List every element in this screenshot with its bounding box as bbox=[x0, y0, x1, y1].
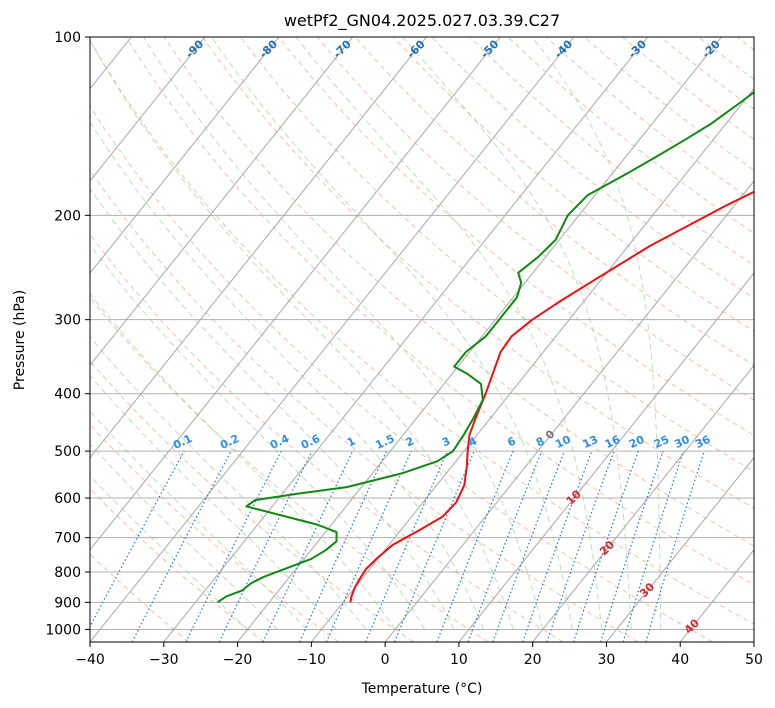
mixing-ratio-label: 25 bbox=[652, 433, 671, 451]
dry-adiabat bbox=[278, 37, 754, 436]
isotherm-line bbox=[90, 37, 206, 182]
dewpoint-line bbox=[217, 91, 754, 604]
y-tick-label: 200 bbox=[54, 208, 81, 224]
dry-adiabat bbox=[90, 105, 713, 642]
mixing-ratio-label: 20 bbox=[627, 433, 647, 451]
isotherm-line bbox=[753, 641, 754, 642]
mixing-ratio-line bbox=[394, 450, 475, 642]
dry-adiabat bbox=[90, 169, 639, 642]
x-tick-label: 0 bbox=[381, 652, 390, 668]
x-tick-label: −10 bbox=[297, 652, 327, 668]
moist-adiabat bbox=[90, 443, 278, 630]
y-tick-label: 400 bbox=[54, 387, 81, 403]
series-layer bbox=[217, 91, 754, 604]
y-axis-title: Pressure (hPa) bbox=[12, 290, 28, 390]
mixing-ratio-line bbox=[622, 450, 685, 642]
isotherm-line bbox=[90, 37, 354, 367]
moist-adiabat bbox=[90, 293, 396, 630]
isotherm-line bbox=[0, 37, 58, 642]
dry-adiabat bbox=[469, 37, 754, 266]
y-tick-label: 300 bbox=[54, 313, 81, 329]
isotherm-line bbox=[163, 37, 649, 642]
plot-background bbox=[90, 37, 754, 642]
dry-adiabat bbox=[90, 39, 754, 625]
mixing-ratio-line bbox=[325, 450, 412, 642]
mixing-ratio-line bbox=[645, 450, 705, 642]
isotherm-line bbox=[237, 37, 722, 642]
mixing-ratio-line bbox=[365, 450, 449, 642]
dry-adiabat bbox=[90, 296, 489, 642]
y-tick-label: 600 bbox=[54, 491, 81, 507]
mixing-ratio-line bbox=[546, 450, 615, 642]
dry-adiabat bbox=[90, 233, 564, 642]
mixing-ratio-label: 30 bbox=[672, 433, 692, 451]
y-tick-label: 800 bbox=[54, 565, 81, 581]
isotherm-line bbox=[90, 37, 280, 274]
moist-adiabat bbox=[402, 37, 632, 630]
x-tick-label: 10 bbox=[450, 652, 468, 668]
dry-adiabat bbox=[163, 37, 754, 547]
dry-adiabat bbox=[202, 37, 754, 509]
moist-adiabat bbox=[90, 244, 426, 630]
y-tick-label: 700 bbox=[54, 531, 81, 547]
moist-adiabat bbox=[295, 37, 603, 630]
dry-adiabat bbox=[90, 423, 339, 642]
mixing-ratio-line bbox=[90, 450, 185, 628]
isotherm-line bbox=[606, 456, 754, 642]
isotherm-line bbox=[90, 37, 501, 551]
moist-adiabat bbox=[90, 475, 248, 630]
dry-adiabat bbox=[584, 37, 754, 171]
y-axis: 100 200 300 400 500 600 700 800 900 1000 bbox=[45, 30, 90, 638]
y-tick-label: 500 bbox=[54, 444, 81, 460]
moist-adiabat bbox=[90, 121, 485, 630]
isotherm-line bbox=[532, 364, 754, 642]
mixing-ratio-label: 16 bbox=[603, 433, 623, 451]
x-tick-label: −30 bbox=[149, 652, 179, 668]
y-tick-label: 900 bbox=[54, 595, 81, 611]
mixing-ratio-line bbox=[218, 450, 313, 642]
moist-adiabat bbox=[143, 37, 544, 630]
temperature-line bbox=[349, 190, 754, 603]
x-axis-title: Temperature (°C) bbox=[361, 681, 483, 697]
isotherm-line bbox=[90, 37, 575, 642]
mixing-ratio-label: 10 bbox=[553, 433, 573, 451]
isotherm-line bbox=[458, 272, 754, 642]
mixing-ratio-line bbox=[600, 450, 664, 642]
mixing-ratio-line bbox=[572, 450, 639, 642]
isotherm-line bbox=[310, 87, 754, 642]
x-tick-label: 30 bbox=[598, 652, 616, 668]
y-tick-label: 100 bbox=[54, 30, 81, 46]
mixing-ratio-line bbox=[522, 450, 593, 642]
dry-adiabat bbox=[393, 37, 754, 333]
isotherm-line bbox=[90, 37, 427, 459]
x-tick-label: 20 bbox=[524, 652, 542, 668]
dry-adiabat bbox=[316, 37, 754, 401]
plot-frame bbox=[89, 36, 755, 643]
dry-adiabat bbox=[354, 37, 754, 367]
mixing-ratio-line bbox=[262, 450, 354, 642]
x-axis: −40 −30 −20 −10 0 10 20 30 40 50 bbox=[75, 642, 763, 668]
x-tick-label: −40 bbox=[75, 652, 105, 668]
x-tick-label: 50 bbox=[745, 652, 763, 668]
dry-adiabat bbox=[125, 37, 754, 586]
x-tick-label: −20 bbox=[223, 652, 253, 668]
dry-adiabat bbox=[622, 37, 754, 141]
moist-adiabat bbox=[90, 335, 366, 630]
mixing-ratio-label: 36 bbox=[693, 433, 713, 451]
mixing-ratio-label: 13 bbox=[581, 433, 600, 451]
grid-layer bbox=[0, 37, 754, 642]
y-tick-label: 1000 bbox=[45, 622, 81, 638]
x-tick-label: 40 bbox=[671, 652, 689, 668]
moist-adiabat bbox=[531, 37, 662, 630]
moist-adiabat bbox=[90, 39, 514, 630]
isotherm-line bbox=[384, 180, 754, 642]
dry-adiabat bbox=[90, 488, 265, 642]
mixing-ratio-line bbox=[299, 450, 388, 642]
dry-adiabat bbox=[431, 37, 754, 299]
chart-title: wetPf2_GN04.2025.027.03.39.C27 bbox=[284, 11, 560, 31]
